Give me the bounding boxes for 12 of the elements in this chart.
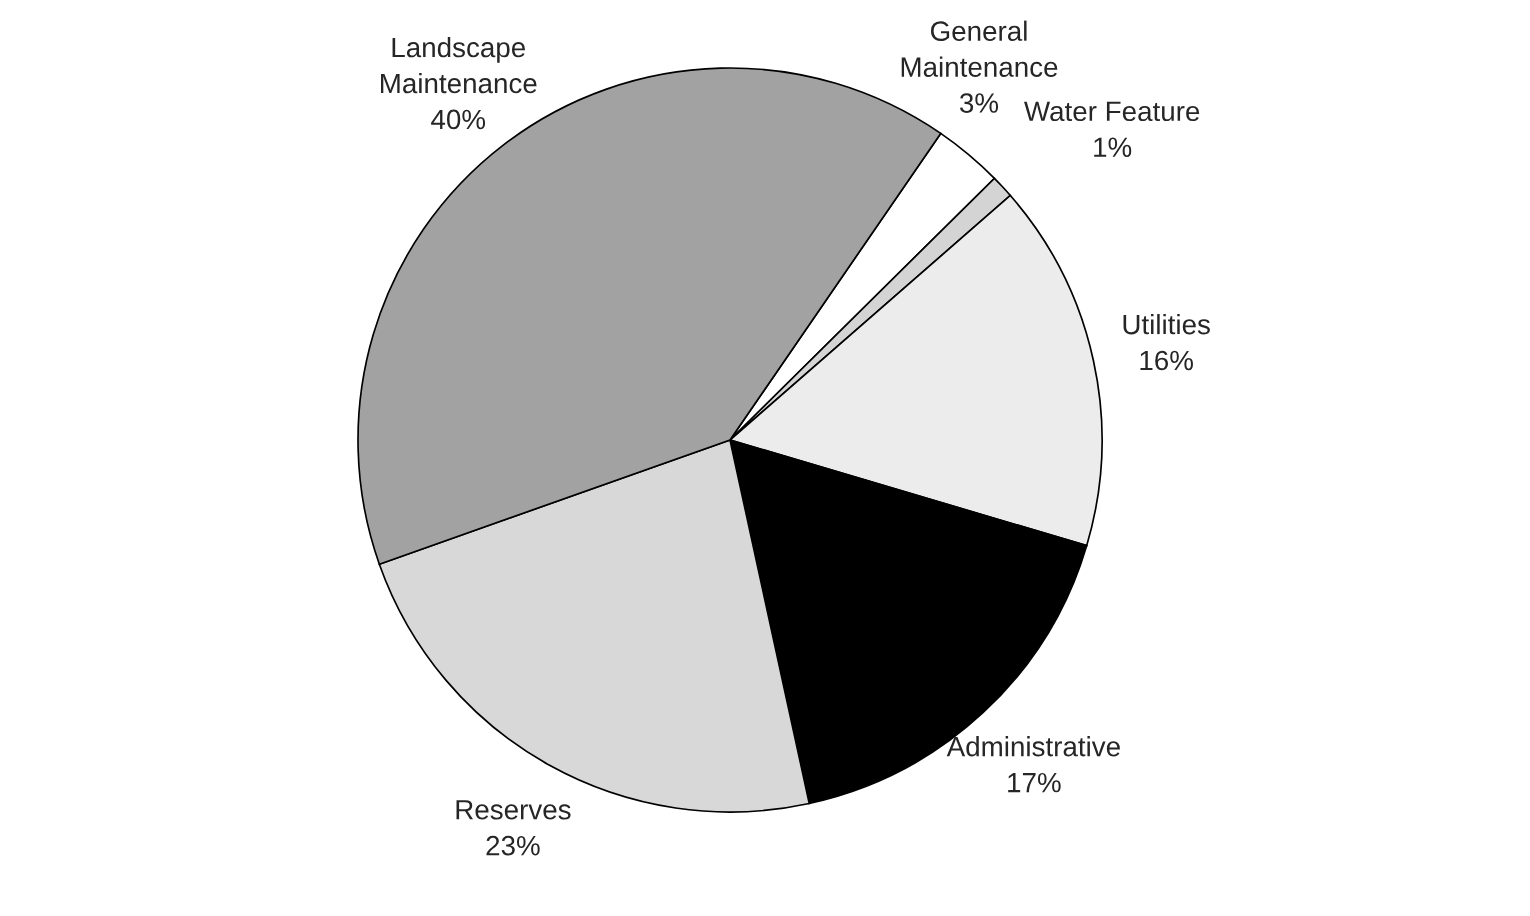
data-label: 23% — [486, 835, 540, 856]
slice-label: Water Feature — [1024, 101, 1200, 122]
data-label: 16% — [1140, 350, 1193, 371]
slice-label: Utilities — [1123, 313, 1210, 335]
data-label: 3% — [959, 93, 999, 113]
data-label: 40% — [431, 109, 486, 130]
slice-label: Reserves — [456, 800, 571, 820]
data-label: 1% — [1094, 137, 1132, 157]
slice-label: Landscape Maintenance — [381, 36, 537, 94]
slice-label: General Maintenance — [901, 20, 1058, 77]
data-label: 17% — [1008, 772, 1061, 793]
slice-label: Administrative — [946, 736, 1120, 757]
